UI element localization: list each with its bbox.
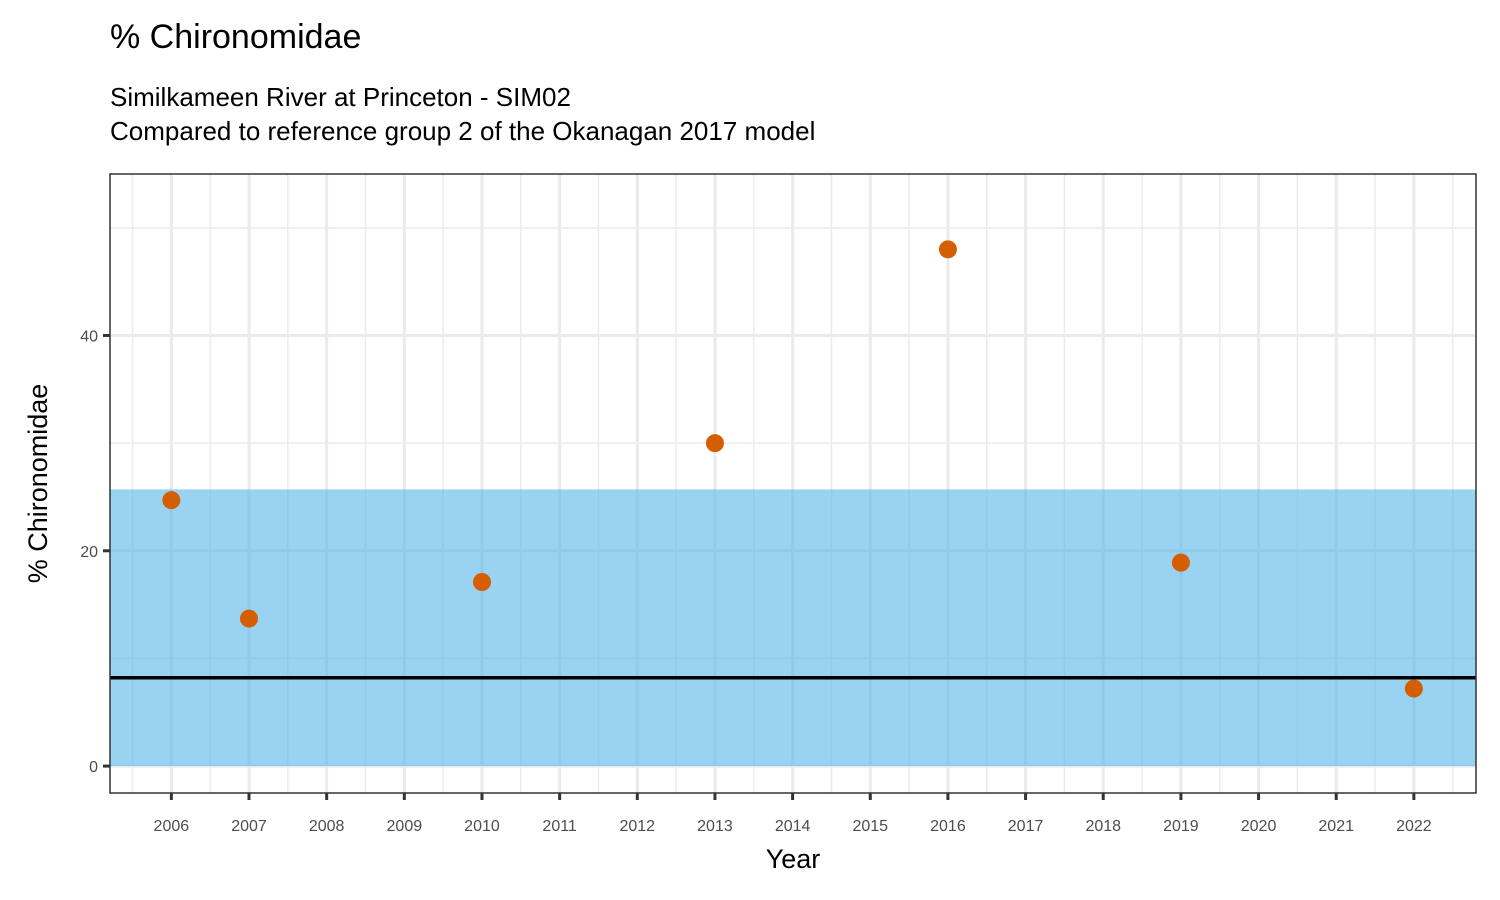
x-tick-label: 2020 xyxy=(1241,818,1277,835)
point-layer xyxy=(162,240,1423,698)
y-tick-label: 40 xyxy=(80,328,98,345)
x-tick-label: 2018 xyxy=(1085,818,1121,835)
x-tick-label: 2016 xyxy=(930,818,966,835)
data-point xyxy=(162,491,181,510)
x-tick-label: 2009 xyxy=(387,818,423,835)
x-tick-label: 2021 xyxy=(1318,818,1354,835)
data-point xyxy=(240,609,259,628)
x-tick-label: 2022 xyxy=(1396,818,1432,835)
x-tick-label: 2007 xyxy=(231,818,267,835)
x-tick-label: 2014 xyxy=(775,818,811,835)
x-tick-label: 2006 xyxy=(154,818,190,835)
data-point xyxy=(472,573,491,592)
y-axis-title: % Chironomidae xyxy=(23,384,53,584)
axis-layer: 0 20 40 2006 2007 2008 2009 2010 2011 2012 2013 201… xyxy=(80,328,1432,835)
data-point xyxy=(1171,553,1190,572)
reference-band xyxy=(110,489,1476,767)
x-tick-label: 2010 xyxy=(464,818,500,835)
chart-subtitle-reference: Compared to reference group 2 of the Oka… xyxy=(110,116,816,146)
data-point xyxy=(705,434,724,453)
x-tick-label: 2008 xyxy=(309,818,345,835)
y-tick-label: 0 xyxy=(89,759,98,776)
x-axis-title: Year xyxy=(766,844,821,874)
chart-title: % Chironomidae xyxy=(110,18,362,56)
chart-subtitle-site: Similkameen River at Princeton - SIM02 xyxy=(110,82,571,112)
x-tick-label: 2011 xyxy=(542,818,577,835)
data-point xyxy=(1404,679,1423,698)
band-layer xyxy=(110,489,1476,767)
x-tick-label: 2015 xyxy=(852,818,888,835)
data-point xyxy=(938,240,957,259)
x-tick-label: 2017 xyxy=(1008,818,1044,835)
x-tick-label: 2013 xyxy=(697,818,733,835)
x-tick-label: 2019 xyxy=(1163,818,1199,835)
x-tick-label: 2012 xyxy=(619,818,655,835)
y-tick-label: 20 xyxy=(80,544,98,561)
